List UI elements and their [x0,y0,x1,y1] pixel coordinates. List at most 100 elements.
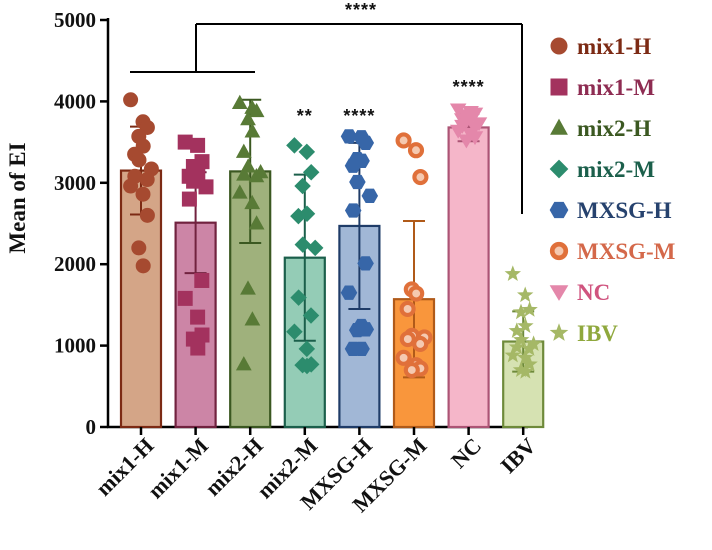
data-point [357,256,374,271]
data-point [517,317,534,334]
x-tick-label: NC [446,433,486,473]
legend-marker [549,323,569,341]
data-point [344,341,362,356]
y-tick-label: 5000 [54,8,96,32]
legend-marker [550,78,568,96]
legend-marker [549,241,569,261]
legend-label: NC [577,280,610,305]
data-point [198,179,214,195]
legend-label: mix1-M [577,75,655,100]
data-point [139,207,155,223]
y-tick-label: 0 [86,415,97,439]
data-point [348,322,366,338]
legend-marker [549,159,569,179]
data-point [306,239,324,257]
data-point [231,184,248,199]
data-point [412,335,429,353]
data-point [131,240,147,256]
legend: mix1-H mix1-M mix2-H mix2-M MXSG-H MXSG-M NC IB… [549,34,676,346]
data-point [361,188,379,203]
data-point [298,340,316,358]
data-point [294,177,311,195]
legend-label: mix2-H [577,116,651,141]
data-point [123,178,139,194]
data-point [458,134,475,149]
data-point [248,215,265,230]
data-point [399,300,416,318]
data-point [340,129,358,144]
significance-label: **** [345,0,377,20]
y-tick-label: 4000 [54,89,96,113]
data-point [517,349,534,365]
data-point [344,203,362,218]
data-point [357,135,375,151]
data-point [399,331,416,348]
data-point [517,363,534,379]
data-point [298,143,316,161]
data-point [177,134,193,150]
data-point [190,137,206,153]
data-point [302,163,320,181]
data-point [407,142,425,159]
data-point [408,285,425,302]
data-point [521,355,538,372]
data-point [340,285,358,300]
legend-marker [549,285,569,301]
data-point [248,168,265,183]
data-point [248,102,265,118]
data-point [190,340,206,356]
data-point [235,356,252,371]
data-point [508,322,525,338]
plot-area: 010002000300040005000mix1-Hmix1-Mmix2-Hm… [54,0,545,517]
legend-label: MXSG-H [577,198,672,223]
data-point [131,152,147,168]
data-point [240,280,256,295]
data-point [395,132,412,149]
data-point [412,169,429,186]
data-point [403,361,420,379]
data-point [294,236,312,253]
data-point [194,272,210,288]
data-point [521,340,538,356]
data-point [231,94,248,110]
bar [447,126,490,429]
data-point [244,194,261,210]
data-point [344,158,362,173]
data-point [236,166,252,181]
data-point [177,290,193,306]
significance-label: **** [453,77,485,97]
data-point [449,124,467,139]
significance-label: **** [343,106,375,126]
legend-label: mix2-M [577,157,655,182]
legend-label: MXSG-M [577,239,676,264]
legend-marker [550,37,568,55]
significance-label: ** [297,106,313,126]
data-point [517,286,534,303]
data-point [135,186,151,202]
y-axis-title: Mean of EI [5,142,30,253]
x-tick-label: IBV [495,433,540,478]
data-point [290,207,307,225]
legend-marker [549,201,569,219]
data-point [298,357,316,375]
data-point [395,349,412,366]
data-point [512,303,530,320]
data-point [290,289,307,306]
data-point [123,92,139,108]
legend-label: IBV [577,321,618,346]
data-point [135,258,151,274]
data-point [449,103,467,118]
data-point [181,191,197,207]
data-point [525,335,542,351]
legend-marker [550,118,568,135]
data-point [235,143,252,158]
data-point [244,311,261,326]
data-point [508,338,526,355]
data-point [186,173,202,189]
data-point [240,111,256,126]
y-tick-label: 3000 [54,171,96,195]
data-point [190,309,206,325]
data-point [286,323,303,341]
y-tick-label: 1000 [54,334,96,358]
